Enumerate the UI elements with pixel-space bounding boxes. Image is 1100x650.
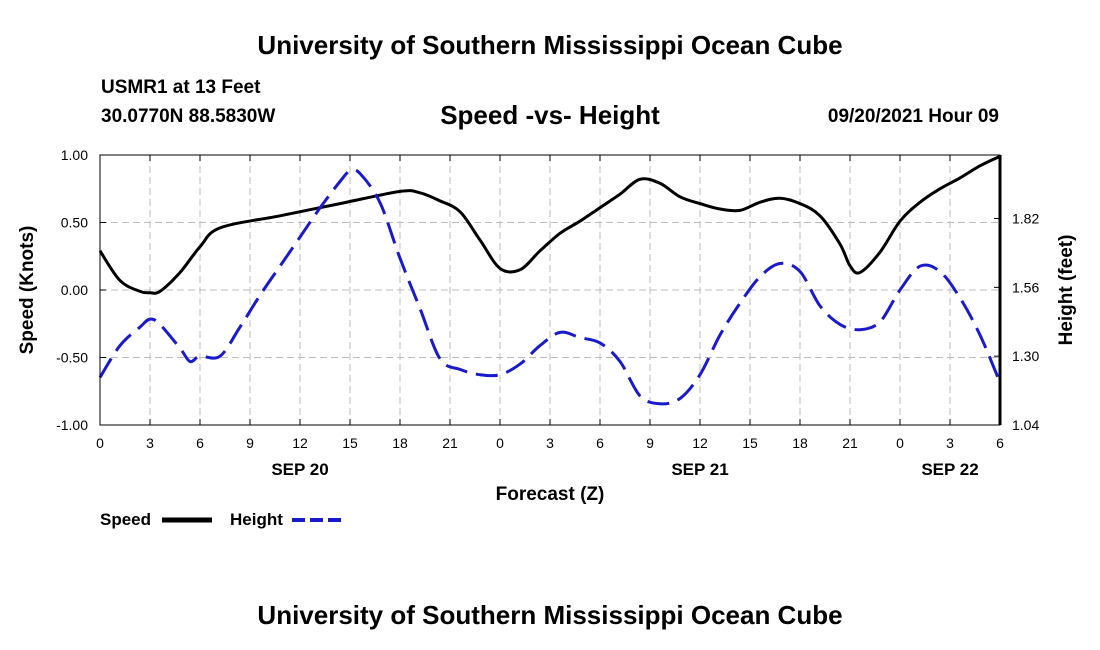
series-line-speed (98, 155, 1001, 295)
date-label: SEP 22 (921, 460, 978, 479)
x-tick-label: 21 (842, 435, 858, 451)
x-tick-label: 6 (196, 435, 204, 451)
x-tick-label: 9 (246, 435, 254, 451)
y-axis-title: Speed (Knots) (17, 226, 38, 355)
x-tick-label: 6 (996, 435, 1004, 451)
x-axis-title: Forecast (Z) (496, 484, 605, 505)
y2-tick-label: 1.56 (1012, 279, 1039, 295)
y2-axis-title: Height (feet) (1056, 235, 1077, 346)
footer-title: University of Southern Mississippi Ocean… (257, 600, 843, 630)
x-tick-label: 3 (546, 435, 554, 451)
series-layer (98, 155, 1002, 406)
x-tick-label: 15 (342, 435, 358, 451)
x-tick-label: 21 (442, 435, 458, 451)
grid (100, 155, 1000, 425)
y-tick-label: 0.00 (61, 282, 88, 298)
x-tick-label: 18 (792, 435, 808, 451)
y-tick-label: 1.00 (61, 147, 88, 163)
series-line-height (98, 168, 1002, 406)
x-tick-label: 6 (596, 435, 604, 451)
page-title: University of Southern Mississippi Ocean… (257, 30, 843, 60)
y2-tick-label: 1.82 (1012, 211, 1039, 227)
x-tick-label: 0 (96, 435, 104, 451)
x-tick-label: 12 (292, 435, 308, 451)
x-tick-label: 3 (946, 435, 954, 451)
x-tick-label: 0 (496, 435, 504, 451)
chart-title: Speed -vs- Height (440, 100, 660, 130)
y2-tick-label: 1.04 (1012, 417, 1039, 433)
legend-speed-label: Speed (100, 510, 152, 529)
x-tick-label: 12 (692, 435, 708, 451)
x-tick-label: 0 (896, 435, 904, 451)
station-label: USMR1 at 13 Feet (101, 77, 261, 98)
forecast-datestamp: 09/20/2021 Hour 09 (827, 106, 999, 127)
legend-height-label: Height (230, 510, 283, 529)
date-label: SEP 20 (271, 460, 328, 479)
station-coordinates: 30.0770N 88.5830W (101, 106, 276, 127)
x-tick-label: 15 (742, 435, 758, 451)
date-label: SEP 21 (671, 460, 728, 479)
x-tick-label: 18 (392, 435, 408, 451)
axes: 0 3 6 9 12 15 18 21 0 3 6 9 12 15 18 21 0 3 6 SEP 20 SEP 21 S… (56, 147, 1039, 479)
x-tick-label: 9 (646, 435, 654, 451)
y-tick-label: 0.50 (61, 215, 88, 231)
x-tick-label: 3 (146, 435, 154, 451)
y-tick-label: -1.00 (56, 417, 88, 433)
y2-tick-label: 1.30 (1012, 348, 1039, 364)
y-tick-label: -0.50 (56, 350, 88, 366)
